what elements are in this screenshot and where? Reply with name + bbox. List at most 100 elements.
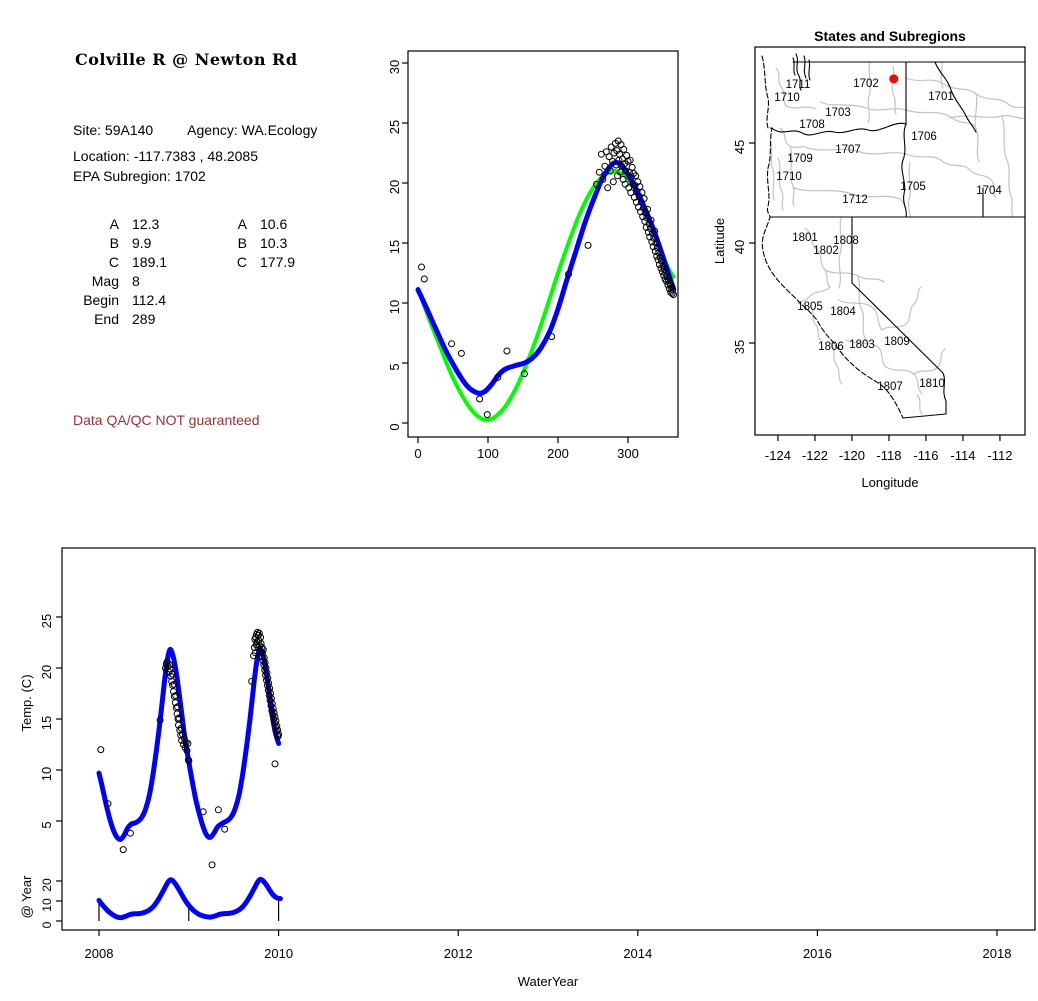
subregion-label-1702: 1702: [853, 78, 879, 90]
timeseries-data-point: [119, 846, 127, 854]
subregion-border: [867, 61, 872, 123]
puget-sound: [792, 57, 796, 76]
lon-tick-label: -124: [765, 448, 791, 463]
map-title: States and Subregions: [814, 28, 966, 44]
timeseries-data-point: [184, 740, 192, 747]
timeseries-data-point: [271, 713, 279, 721]
timeseries-data-point: [257, 640, 265, 647]
location-label: Location: -117.7383 , 48.2085: [73, 148, 259, 164]
timeseries-data-point: [260, 654, 268, 662]
seasonal-data-point: [632, 172, 640, 180]
timeseries-data-point: [270, 709, 278, 717]
fit-parameter-value: 8: [132, 273, 140, 289]
seasonal-data-point: [503, 347, 511, 355]
wateryear-tick-label: 2016: [803, 946, 832, 961]
subregion-label-1710: 1710: [774, 92, 800, 104]
coastline: [761, 55, 904, 419]
lon-tick-label: -120: [839, 448, 865, 463]
seasonal-data-point: [628, 163, 636, 171]
subregion-label-1809: 1809: [884, 336, 910, 348]
seasonal-data-point: [609, 178, 617, 186]
seasonal-data-point: [621, 180, 629, 188]
seasonal-data-point: [663, 273, 671, 281]
seasonal-data-point: [620, 145, 628, 153]
timeseries-data-point: [174, 703, 182, 711]
state-border-or-id: [901, 123, 907, 218]
subregion-border: [891, 65, 897, 115]
seasonal-data-point: [548, 333, 556, 341]
seasonal-data-point: [666, 280, 674, 288]
seasonal-data-point: [476, 395, 484, 403]
subregion-border: [916, 394, 923, 415]
fit-parameter-row: B 10.3: [201, 235, 295, 254]
timeseries-data-point: [271, 760, 279, 768]
subregion-border: [905, 153, 971, 171]
seasonal-sine-fit-curve: [416, 168, 676, 423]
site-agency-line: Site: 59A140 Agency: WA.Ecology: [73, 122, 317, 138]
seasonal-fit-plot: 0510152025300100200300: [390, 50, 679, 461]
subregion-label-1707: 1707: [835, 144, 861, 156]
subregion-label-1701: 1701: [928, 91, 954, 103]
lat-tick-label: 35: [732, 340, 747, 354]
subregion-border: [940, 61, 944, 89]
wateryear-tick-label: 2010: [264, 946, 293, 961]
fit-parameter-value: 10.3: [260, 235, 288, 251]
seasonal-data-point: [653, 244, 661, 252]
temp-tick-label: 10: [39, 767, 54, 781]
subregion-border: [777, 157, 784, 211]
timeseries-data-point: [259, 657, 267, 665]
timeseries-data-point: [97, 746, 105, 754]
fit-parameter-row: Begin 112.4: [73, 292, 167, 311]
timeseries-data-point: [179, 730, 186, 738]
lon-tick-label: -116: [913, 448, 938, 463]
fit-parameter-value: 189.1: [132, 254, 168, 270]
station-title: Colville R @ Newton Rd: [75, 50, 298, 69]
timeseries-data-point: [180, 734, 188, 742]
seasonal-data-point: [418, 263, 425, 271]
seasonal-data-point: [669, 286, 677, 294]
timeseries-data-point: [156, 716, 164, 724]
wateryear-tick-label: 2014: [623, 946, 652, 961]
seasonal-data-point: [648, 238, 656, 246]
timeseries-data-point: [183, 747, 191, 755]
seasonal-data-point: [599, 175, 607, 183]
timeseries-data-point: [264, 674, 272, 682]
seasonal-data-point: [605, 153, 613, 161]
seasonal-data-point: [607, 167, 614, 175]
lon-tick-label: -112: [987, 448, 1012, 463]
seasonal-data-point: [622, 167, 630, 175]
seasonal-data-point: [658, 257, 666, 265]
lon-tick-label: -114: [950, 448, 975, 463]
timeseries-data-point: [267, 695, 275, 703]
ts-ylabel: Temp. (C): [20, 674, 34, 731]
seasonal-data-point: [584, 241, 592, 249]
subregion-label-1810: 1810: [919, 378, 945, 390]
puget-sound: [795, 53, 802, 91]
fit-parameter-key: B: [109, 235, 119, 251]
fit-parameter-row: B 9.9: [73, 235, 167, 254]
fit-parameter-value: 12.3: [132, 216, 160, 232]
seasonal-data-point: [628, 173, 635, 181]
x-tick-label: 0: [414, 446, 421, 461]
subregion-border: [905, 109, 977, 129]
temp-tick-label: 20: [39, 665, 54, 679]
fit-parameter-key: B: [237, 235, 247, 251]
y-tick-label: 5: [390, 363, 402, 370]
seasonal-data-point: [644, 205, 652, 213]
timeseries-main-curve: [96, 645, 282, 842]
seasonal-data-point: [662, 269, 670, 277]
subregion-border: [804, 227, 831, 288]
fit-parameter-row: A 12.3: [73, 216, 167, 235]
subregion-border: [845, 339, 887, 368]
subregion-border: [857, 275, 867, 341]
fit-parameter-value: 289: [132, 311, 156, 327]
y-tick-label: 0: [390, 423, 402, 430]
subregion-label-1703: 1703: [825, 107, 851, 119]
ts-xlabel: WaterYear: [518, 974, 579, 989]
seasonal-data-point: [659, 262, 667, 270]
wateryear-tick-label: 2008: [85, 946, 114, 961]
site-location-marker: [889, 74, 899, 84]
year-axis-tick-label: 0: [40, 921, 54, 928]
fit-parameter-key: C: [108, 254, 119, 270]
timeseries-data-point: [261, 659, 269, 667]
